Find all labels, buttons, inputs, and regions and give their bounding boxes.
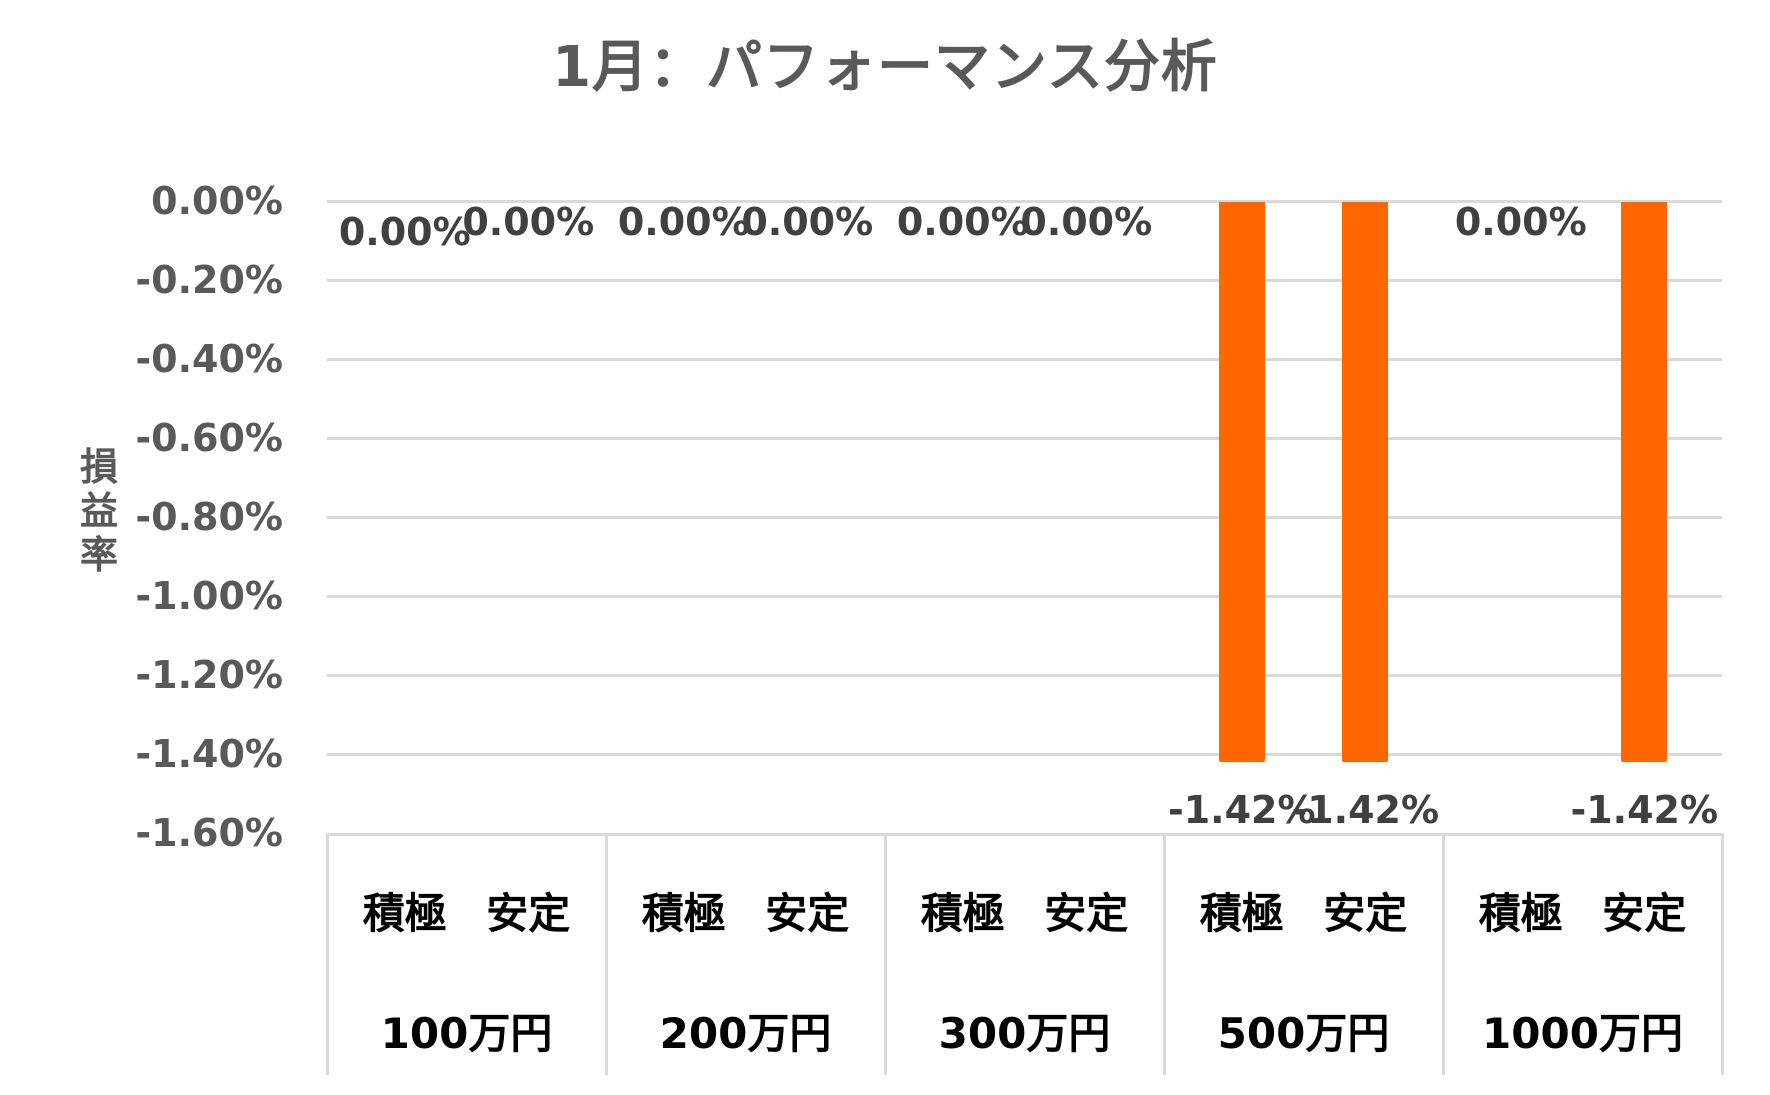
chart-title: 1月：パフォーマンス分析: [552, 35, 1218, 100]
data-label: -1.42%: [1291, 787, 1440, 832]
bar: [1342, 202, 1389, 762]
y-tick-label: -0.80%: [135, 495, 283, 539]
gridline: [327, 437, 1722, 440]
gridline: [327, 595, 1722, 598]
x-group-divider: [1442, 833, 1445, 1075]
data-label: 0.00%: [617, 200, 750, 244]
gridline: [327, 200, 1722, 203]
x-group-divider: [884, 833, 887, 1075]
x-category-label: 積極: [920, 889, 1005, 938]
x-category-label: 積極: [362, 889, 447, 938]
x-group-divider: [1721, 833, 1724, 1075]
x-category-label: 安定: [1602, 889, 1687, 938]
x-category-label: 積極: [641, 889, 726, 938]
y-axis-title-char: 損: [79, 445, 118, 489]
y-tick-label: 0.00%: [151, 179, 283, 223]
x-group-label: 500万円: [1217, 1009, 1390, 1058]
y-tick-label: -1.00%: [135, 574, 283, 618]
data-label: -1.42%: [1570, 787, 1719, 832]
x-category-label: 積極: [1199, 889, 1284, 938]
data-label: 0.00%: [338, 210, 471, 254]
y-tick-label: -1.60%: [135, 811, 283, 855]
x-category-label: 積極: [1478, 889, 1563, 938]
y-axis-title-char: 益: [79, 489, 118, 533]
y-tick-label: -0.60%: [135, 416, 283, 460]
x-group-label: 1000万円: [1482, 1009, 1683, 1058]
x-axis-line: [327, 833, 1722, 836]
data-label: 0.00%: [462, 200, 595, 244]
y-axis-title-char: 率: [79, 533, 118, 577]
bar: [1218, 202, 1265, 762]
x-category-label: 安定: [1323, 889, 1408, 938]
x-category-label: 安定: [1044, 889, 1129, 938]
x-group-divider: [1163, 833, 1166, 1075]
y-axis-title: 損益率: [74, 445, 124, 577]
bar: [1621, 202, 1668, 762]
data-label: 0.00%: [896, 200, 1029, 244]
data-label: 0.00%: [1454, 200, 1587, 244]
gridline: [327, 516, 1722, 519]
y-tick-label: -0.40%: [135, 337, 283, 381]
y-tick-label: -0.20%: [135, 258, 283, 302]
data-label: 0.00%: [1020, 200, 1153, 244]
x-category-label: 安定: [486, 889, 571, 938]
data-label: 0.00%: [741, 200, 874, 244]
x-group-label: 100万円: [380, 1009, 553, 1058]
data-label: -1.42%: [1167, 787, 1316, 832]
y-tick-label: -1.40%: [135, 732, 283, 776]
gridline: [327, 279, 1722, 282]
gridline: [327, 358, 1722, 361]
y-tick-label: -1.20%: [135, 653, 283, 697]
x-group-label: 300万円: [938, 1009, 1111, 1058]
x-group-divider: [326, 833, 329, 1075]
gridline: [327, 753, 1722, 756]
x-category-label: 安定: [765, 889, 850, 938]
x-group-label: 200万円: [659, 1009, 832, 1058]
x-group-divider: [605, 833, 608, 1075]
gridline: [327, 674, 1722, 677]
